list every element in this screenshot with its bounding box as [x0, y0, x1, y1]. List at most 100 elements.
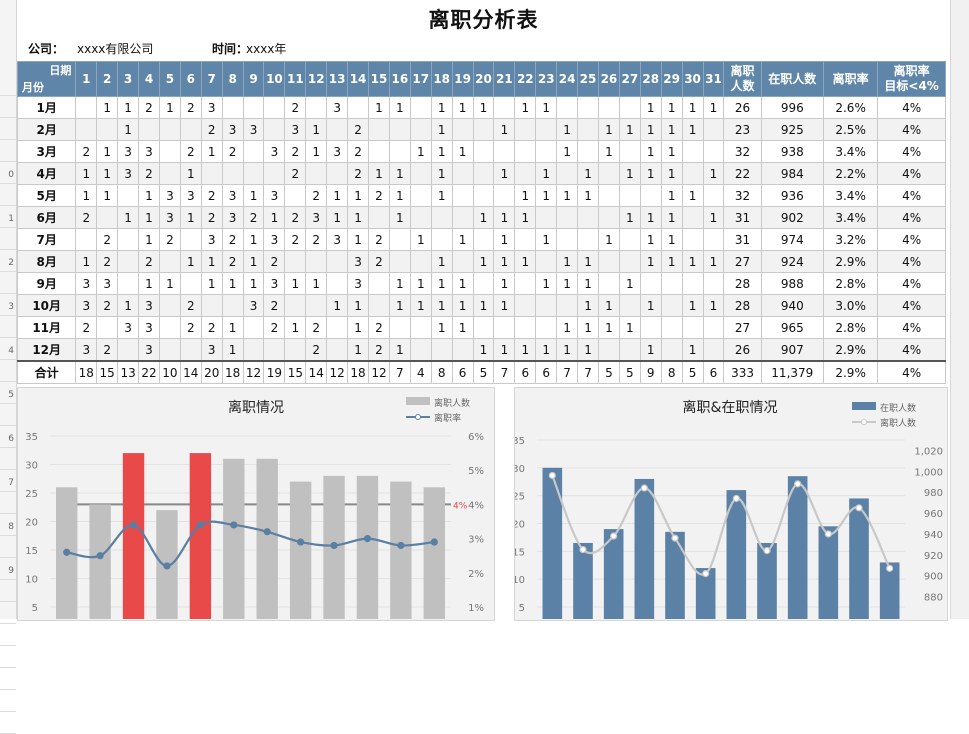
day-cell[interactable]: 1: [326, 184, 349, 207]
day-cell[interactable]: 1: [305, 140, 328, 163]
day-cell[interactable]: [577, 140, 599, 163]
day-cell[interactable]: 2: [221, 140, 244, 163]
day-cell[interactable]: 3: [138, 338, 160, 362]
day-cell[interactable]: [305, 162, 328, 185]
day-cell[interactable]: 1: [660, 118, 683, 141]
day-cell[interactable]: 2: [200, 206, 223, 229]
day-cell[interactable]: 2: [221, 250, 244, 273]
day-cell[interactable]: 1: [702, 206, 725, 229]
day-cell[interactable]: 1: [493, 294, 516, 317]
resign-cell[interactable]: 26: [723, 96, 762, 119]
day-cell[interactable]: [284, 294, 307, 317]
day-cell[interactable]: [597, 184, 620, 207]
day-cell[interactable]: 2: [305, 338, 328, 362]
day-cell[interactable]: [451, 118, 474, 141]
day-cell[interactable]: 3: [242, 294, 265, 317]
day-cell[interactable]: 1: [493, 250, 516, 273]
day-cell[interactable]: 1: [388, 162, 411, 185]
day-cell[interactable]: [618, 140, 641, 163]
day-cell[interactable]: 1: [535, 184, 558, 207]
day-cell[interactable]: [493, 140, 516, 163]
active-cell[interactable]: 965: [760, 316, 824, 339]
day-cell[interactable]: 2: [179, 316, 202, 339]
day-cell[interactable]: [388, 228, 411, 251]
day-cell[interactable]: 1: [221, 272, 244, 295]
day-cell[interactable]: 3: [326, 228, 349, 251]
day-cell[interactable]: 1: [75, 184, 98, 207]
day-cell[interactable]: [618, 338, 641, 362]
day-cell[interactable]: 1: [681, 250, 704, 273]
day-cell[interactable]: 2: [368, 228, 390, 251]
day-cell[interactable]: 18: [221, 360, 244, 384]
day-cell[interactable]: 1: [430, 140, 453, 163]
day-cell[interactable]: [618, 184, 641, 207]
day-cell[interactable]: 1: [493, 228, 516, 251]
day-cell[interactable]: 3: [75, 338, 98, 362]
day-cell[interactable]: 1: [451, 96, 474, 119]
day-cell[interactable]: 2: [368, 316, 390, 339]
day-cell[interactable]: 1: [117, 294, 140, 317]
day-cell[interactable]: [409, 184, 432, 207]
day-cell[interactable]: 1: [242, 184, 265, 207]
day-cell[interactable]: [618, 294, 641, 317]
day-cell[interactable]: [430, 338, 453, 362]
day-cell[interactable]: [514, 294, 537, 317]
day-cell[interactable]: 1: [347, 316, 370, 339]
day-cell[interactable]: [284, 338, 307, 362]
day-cell[interactable]: [702, 228, 725, 251]
day-cell[interactable]: 15: [284, 360, 307, 384]
day-cell[interactable]: 2: [158, 228, 181, 251]
day-cell[interactable]: [660, 272, 683, 295]
day-cell[interactable]: 3: [326, 140, 349, 163]
target-cell[interactable]: 4%: [877, 360, 946, 384]
day-cell[interactable]: 1: [493, 118, 516, 141]
day-cell[interactable]: 1: [75, 162, 98, 185]
resign-cell[interactable]: 27: [723, 250, 762, 273]
day-cell[interactable]: 2: [179, 140, 202, 163]
day-cell[interactable]: 1: [577, 250, 599, 273]
day-cell[interactable]: [660, 316, 683, 339]
day-cell[interactable]: 1: [681, 118, 704, 141]
day-cell[interactable]: 3: [242, 118, 265, 141]
day-cell[interactable]: 1: [138, 184, 160, 207]
day-cell[interactable]: 2: [75, 140, 98, 163]
day-cell[interactable]: [117, 272, 140, 295]
day-cell[interactable]: [639, 272, 662, 295]
day-cell[interactable]: [577, 96, 599, 119]
day-cell[interactable]: [158, 118, 181, 141]
day-cell[interactable]: [326, 118, 349, 141]
day-cell[interactable]: [409, 338, 432, 362]
day-cell[interactable]: 15: [96, 360, 119, 384]
day-cell[interactable]: 1: [179, 162, 202, 185]
day-cell[interactable]: 1: [158, 272, 181, 295]
day-cell[interactable]: [660, 294, 683, 317]
day-cell[interactable]: [451, 162, 474, 185]
day-cell[interactable]: [702, 272, 725, 295]
day-cell[interactable]: [368, 206, 390, 229]
day-cell[interactable]: [556, 96, 579, 119]
day-cell[interactable]: 2: [263, 316, 286, 339]
day-cell[interactable]: 1: [660, 140, 683, 163]
resign-cell[interactable]: 31: [723, 206, 762, 229]
day-cell[interactable]: 1: [472, 338, 495, 362]
day-cell[interactable]: 1: [200, 272, 223, 295]
day-cell[interactable]: [200, 294, 223, 317]
rate-cell[interactable]: 2.8%: [822, 272, 879, 295]
day-cell[interactable]: 1: [681, 338, 704, 362]
target-cell[interactable]: 4%: [877, 184, 946, 207]
day-cell[interactable]: [535, 316, 558, 339]
day-cell[interactable]: 1: [263, 206, 286, 229]
day-cell[interactable]: [96, 206, 119, 229]
day-cell[interactable]: 1: [430, 162, 453, 185]
day-cell[interactable]: 5: [597, 360, 620, 384]
day-cell[interactable]: 13: [117, 360, 140, 384]
day-cell[interactable]: 2: [96, 338, 119, 362]
day-cell[interactable]: 1: [388, 272, 411, 295]
resign-cell[interactable]: 28: [723, 294, 762, 317]
day-cell[interactable]: 5: [618, 360, 641, 384]
day-cell[interactable]: 2: [305, 184, 328, 207]
day-cell[interactable]: [242, 338, 265, 362]
day-cell[interactable]: 6: [702, 360, 725, 384]
day-cell[interactable]: [263, 96, 286, 119]
day-cell[interactable]: 2: [347, 162, 370, 185]
